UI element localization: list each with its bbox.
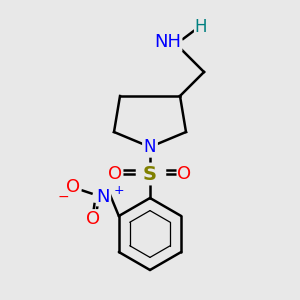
Text: O: O — [108, 165, 123, 183]
Text: O: O — [66, 178, 81, 196]
Text: −: − — [57, 190, 69, 203]
Text: O: O — [177, 165, 192, 183]
Text: +: + — [113, 184, 124, 197]
Text: N: N — [144, 138, 156, 156]
Text: O: O — [86, 210, 100, 228]
Text: NH: NH — [154, 33, 182, 51]
Text: S: S — [143, 164, 157, 184]
Text: H: H — [195, 18, 207, 36]
Text: N: N — [97, 188, 110, 206]
